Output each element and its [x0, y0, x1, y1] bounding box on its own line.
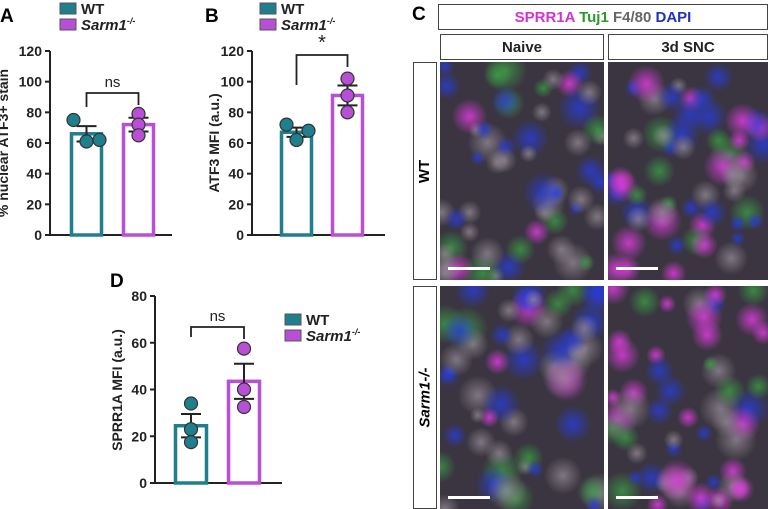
- y-tick-label: 40: [131, 382, 147, 398]
- y-tick-label: 60: [131, 335, 147, 351]
- data-point: [236, 341, 252, 356]
- legend-swatch-wt: [259, 2, 277, 15]
- micrograph-sarm1-3d-snc: [608, 286, 768, 509]
- data-point: [279, 117, 294, 132]
- legend-swatch-wt: [59, 2, 77, 15]
- y-tick-label: 100: [221, 74, 245, 90]
- data-point: [340, 105, 355, 120]
- data-point: [92, 132, 107, 148]
- scale-bar: [448, 267, 490, 270]
- data-point: [79, 134, 94, 149]
- y-tick-label: 0: [139, 475, 147, 491]
- y-tick-label: 120: [19, 43, 43, 59]
- data-point: [289, 132, 304, 148]
- y-tick-label: 80: [26, 104, 42, 120]
- y-tick-label: 100: [19, 74, 43, 90]
- legend-label-sarm1: Sarm1-/-: [281, 16, 335, 34]
- y-tick-label: 60: [228, 135, 244, 151]
- bar-wt: [69, 132, 104, 237]
- data-point: [131, 128, 146, 143]
- stain-label: SPRR1A: [514, 8, 575, 26]
- y-tick-label: 60: [26, 135, 42, 151]
- stain-label: DAPI: [651, 8, 692, 26]
- panel-label-a: A: [0, 6, 14, 27]
- significance-label: *: [318, 32, 326, 54]
- legend-swatch-sarm1: [284, 329, 302, 342]
- y-tick-label: 20: [228, 196, 244, 212]
- legend-swatch-sarm1: [259, 18, 277, 31]
- significance-bracket: [190, 326, 245, 339]
- data-point: [236, 399, 252, 415]
- significance-label: ns: [105, 74, 121, 91]
- significance-label: ns: [210, 308, 226, 325]
- bar-sarm1: [121, 122, 156, 237]
- row-label-sarm1: Sarm1-/-: [413, 286, 437, 509]
- y-axis-label: SPRR1A MFI (a.u.): [109, 329, 125, 451]
- stain-header-text: SPRR1A Tuj1 F4/80 DAPI: [515, 9, 692, 26]
- significance-bracket: [295, 54, 349, 85]
- legend-label-wt: WT: [81, 1, 104, 18]
- legend-label-sarm1: Sarm1-/-: [81, 16, 135, 34]
- data-point: [340, 71, 355, 86]
- legend-label-sarm1: Sarm1-/-: [306, 327, 360, 345]
- stain-label: F4/80: [608, 8, 652, 26]
- stain-header: SPRR1A Tuj1 F4/80 DAPI: [438, 4, 768, 30]
- scale-bar: [616, 496, 658, 499]
- scale-bar: [448, 496, 490, 499]
- data-point: [66, 112, 81, 128]
- data-point: [183, 434, 199, 450]
- legend-swatch-wt: [284, 313, 302, 326]
- data-point: [236, 382, 252, 397]
- y-tick-label: 0: [236, 227, 244, 243]
- micrograph-sarm1-naive: [440, 286, 604, 509]
- panel-label-c: C: [412, 4, 426, 25]
- column-header-3d-snc: 3d SNC: [608, 34, 768, 60]
- scale-bar: [616, 267, 658, 270]
- row-label-wt: WT: [413, 62, 437, 280]
- data-point: [183, 422, 199, 437]
- panel-label-b: B: [205, 6, 219, 27]
- data-point: [340, 88, 355, 103]
- micrograph-wt-naive: [440, 62, 604, 280]
- y-tick-label: 40: [228, 166, 244, 182]
- y-tick-label: 120: [221, 43, 245, 59]
- legend-swatch-sarm1: [59, 18, 77, 31]
- y-tick-label: 80: [131, 288, 147, 304]
- column-header-naive: Naive: [440, 34, 604, 60]
- y-tick-label: 80: [228, 104, 244, 120]
- y-tick-label: 20: [26, 196, 42, 212]
- panel-label-d: D: [110, 271, 124, 292]
- legend-label-wt: WT: [306, 312, 329, 329]
- row-label-sarm1-text: Sarm1-/-: [416, 367, 434, 428]
- y-axis-label: ATF3 MFI (a.u.): [206, 93, 222, 192]
- data-point: [301, 123, 316, 138]
- significance-bracket: [85, 92, 140, 107]
- y-tick-label: 40: [26, 166, 42, 182]
- y-tick-label: 20: [131, 428, 147, 444]
- y-tick-label: 0: [34, 227, 42, 243]
- bar-wt: [279, 130, 314, 237]
- legend-label-wt: WT: [281, 1, 304, 18]
- micrograph-wt-3d-snc: [608, 62, 768, 280]
- data-point: [183, 396, 199, 411]
- y-axis-label: % nuclear ATF3+ stain: [0, 69, 11, 217]
- row-label-wt-text: WT: [416, 159, 434, 183]
- stain-label: Tuj1: [574, 8, 609, 26]
